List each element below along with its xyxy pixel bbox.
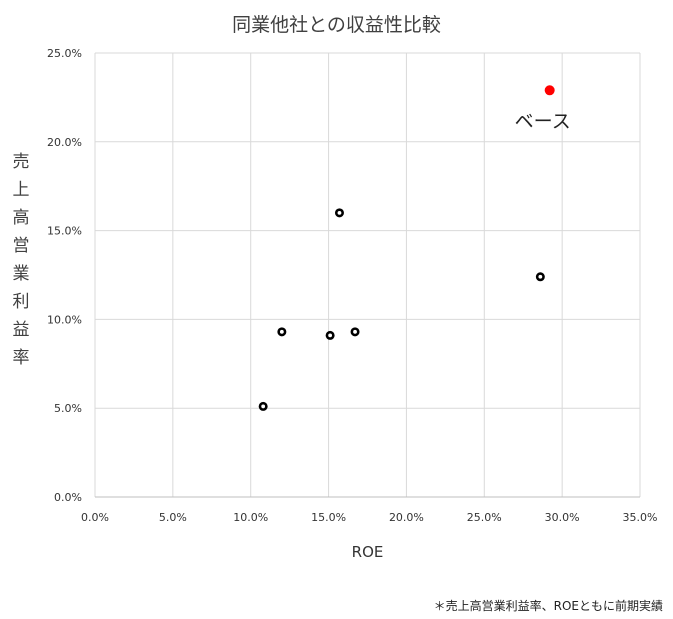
- y-axis-label-char: 売: [12, 152, 30, 172]
- y-tick-label: 20.0%: [47, 136, 82, 149]
- y-axis-label-char: 利: [12, 292, 30, 312]
- point-label: ベース: [515, 110, 571, 132]
- footnote: ＊売上高営業利益率、ROEともに前期実績: [433, 599, 663, 613]
- x-tick-label: 5.0%: [159, 511, 187, 524]
- y-axis-label-char: 率: [12, 348, 30, 368]
- x-tick-label: 25.0%: [467, 511, 502, 524]
- x-tick-label: 30.0%: [545, 511, 580, 524]
- x-tick-label: 35.0%: [623, 511, 658, 524]
- data-point: [277, 327, 287, 337]
- y-tick-label: 25.0%: [47, 47, 82, 60]
- highlight-point: [544, 85, 555, 96]
- y-axis-label-char: 高: [12, 208, 30, 228]
- y-axis-label-char: 営: [12, 236, 30, 256]
- y-axis-label-char: 業: [12, 264, 30, 284]
- data-point: [325, 330, 335, 340]
- chart-title: 同業他社との収益性比較: [232, 14, 441, 36]
- y-axis-label: 売上高営業利益率: [8, 148, 34, 372]
- data-point: [258, 401, 268, 411]
- x-tick-label: 15.0%: [311, 511, 346, 524]
- y-tick-label: 5.0%: [54, 402, 82, 415]
- x-tick-label: 20.0%: [389, 511, 424, 524]
- y-axis-label-char: 上: [12, 180, 30, 200]
- y-axis-label-char: 益: [12, 320, 30, 340]
- y-tick-label: 15.0%: [47, 225, 82, 238]
- y-tick-label: 10.0%: [47, 313, 82, 326]
- y-tick-label: 0.0%: [54, 491, 82, 504]
- x-tick-label: 0.0%: [81, 511, 109, 524]
- x-tick-label: 10.0%: [233, 511, 268, 524]
- data-point: [334, 208, 344, 218]
- data-point: [535, 272, 545, 282]
- data-point: [350, 327, 360, 337]
- x-axis-label: ROE: [351, 543, 384, 561]
